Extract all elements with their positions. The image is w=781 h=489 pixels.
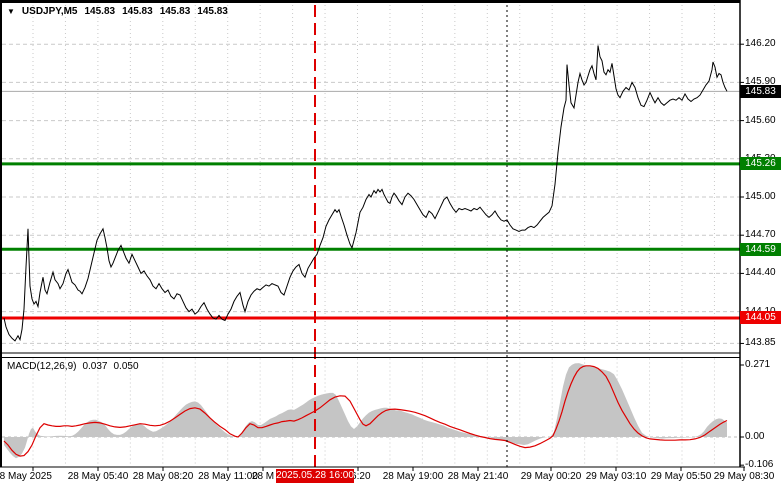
- price-line: [3, 45, 728, 342]
- macd-readout: MACD(12,26,9) 0.037 0.050: [7, 361, 139, 372]
- macd-main-value: 0.037: [82, 361, 108, 372]
- low-value: 145.83: [159, 6, 191, 17]
- macd-signal-value: 0.050: [113, 361, 139, 372]
- open-value: 145.83: [84, 6, 116, 17]
- collapse-arrow-icon[interactable]: ▼: [7, 6, 15, 16]
- symbol-period-label: USDJPY,M5: [21, 6, 78, 17]
- ohlc-readout: ▼ USDJPY,M5 145.83 145.83 145.83 145.83: [7, 6, 228, 17]
- macd-indicator-label: MACD(12,26,9): [7, 361, 77, 372]
- macd-signal-line: [3, 365, 728, 457]
- high-value: 145.83: [122, 6, 153, 17]
- close-value: 145.83: [197, 6, 228, 17]
- macd-histogram: [4, 363, 727, 459]
